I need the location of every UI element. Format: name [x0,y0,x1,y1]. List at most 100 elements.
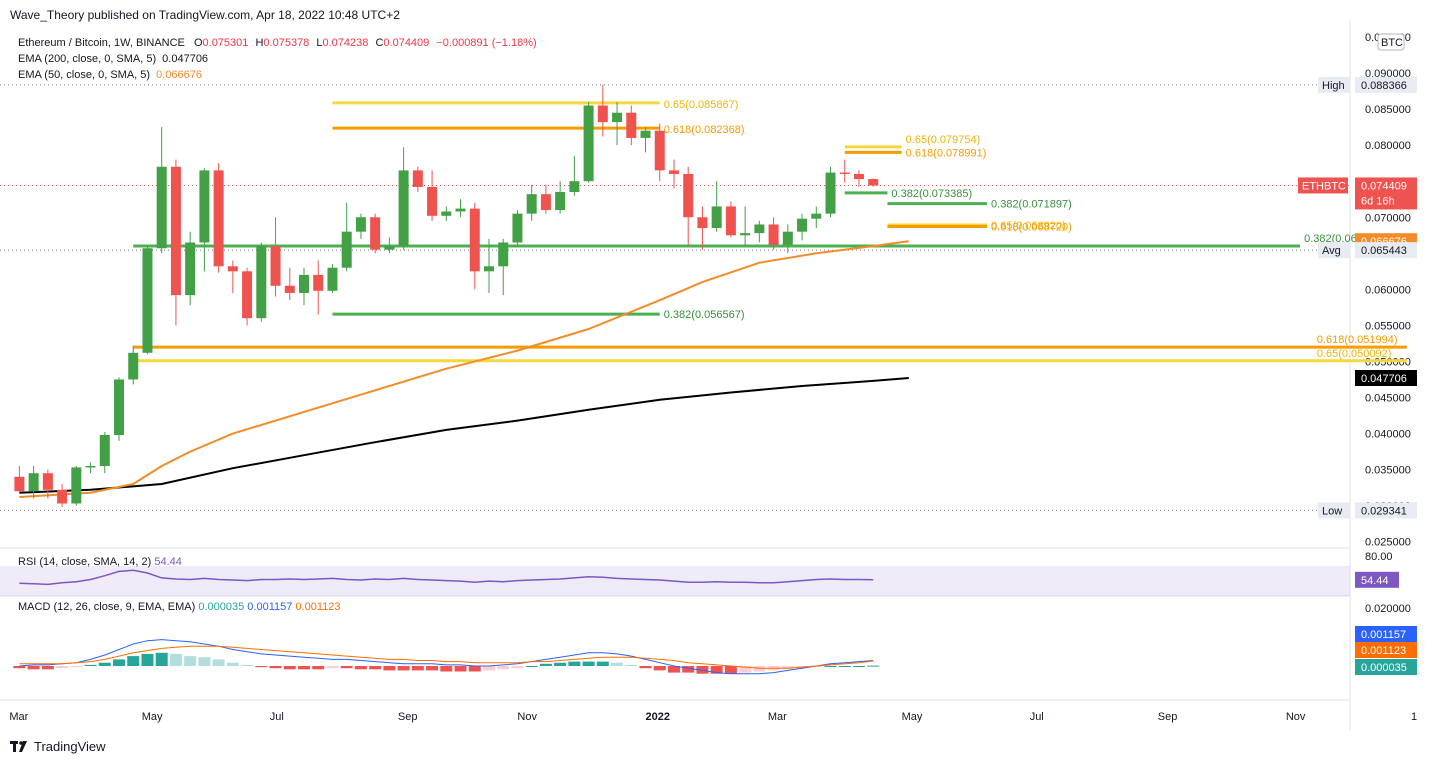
candle-body [284,285,295,293]
candle-body [71,467,82,504]
symbol-title[interactable]: Ethereum / Bitcoin, 1W, BINANCE [18,37,185,49]
macd-badge-value: 0.000035 [1361,662,1407,674]
candle-body [725,206,736,236]
unit-label: BTC [1381,37,1403,49]
candle-body [299,274,309,293]
macd-histogram-bar [340,666,353,669]
macd-histogram-bar [27,666,40,670]
close-label: C [375,37,384,49]
y-tick-label: 0.070000 [1365,212,1411,224]
macd-histogram-bar [852,666,865,667]
macd-histogram-bar [127,656,140,666]
signal-line [19,645,874,669]
symbol-badge [1298,177,1348,194]
macd-histogram-bar [682,666,695,673]
candle-body [768,224,779,245]
tradingview-logo[interactable]: TradingView [10,739,106,754]
candle-body [797,218,808,232]
fib-label: 0.618(0.078991) [906,147,987,159]
candle-body [227,266,238,272]
candle-body [811,213,822,219]
macd-histogram-bar [667,666,680,673]
ema50-row[interactable]: EMA (50, close, 0, SMA, 5) 0.066676 [18,67,541,83]
macd-legend[interactable]: MACD (12, 26, close, 9, EMA, EMA) 0.0000… [18,601,341,613]
macd-value-badge [1355,626,1417,642]
candle-body [839,172,850,174]
stat-value-badge [1355,76,1417,93]
macd-histogram-bar [312,666,325,670]
macd-histogram-bar [283,666,296,670]
macd-histogram-bar [497,666,510,670]
fib-label: 0.382(0.071897) [991,199,1072,211]
candle-body [740,233,751,236]
macd-hist-value: 0.000035 [198,601,245,613]
candle-body [156,166,167,249]
candle-body [526,194,537,214]
y-tick-label: 0.085000 [1365,104,1411,116]
candle-body [782,231,793,245]
symbol-badge-label: ETHBTC [1302,180,1346,192]
stat-value-badge [1355,242,1417,259]
fib-label: 0.618(0.068720) [991,221,1072,233]
x-tick-label: Nov [1286,711,1306,723]
candle-body [455,208,466,212]
candle-body [114,379,125,435]
stat-badge-label: High [1322,80,1345,92]
macd-histogram-bar [184,656,197,666]
rsi-badge-value: 54.44 [1361,575,1389,587]
y-tick-label: 0.025000 [1365,537,1411,549]
candle-body [355,217,366,232]
macd-histogram-bar [440,666,453,672]
fib-label: 0.382(0.073385) [891,188,972,200]
candle-body [597,105,608,123]
macd-histogram-bar [41,666,54,670]
macd-histogram-bar [468,666,481,672]
candle-body [654,130,665,171]
candle-body [242,271,253,319]
macd-histogram-bar [710,666,723,674]
last-price-value: 0.074409 [1361,180,1407,192]
candle-body [128,352,139,380]
candle-body [256,246,267,319]
candle-body [85,465,96,468]
macd-histogram-bar [84,664,97,666]
macd-histogram-bar [269,666,282,669]
macd-value-badge [1355,659,1417,675]
macd-histogram-bar [255,666,268,668]
macd-histogram-bar [141,653,154,666]
candle-body [868,179,879,186]
ema200-row[interactable]: EMA (200, close, 0, SMA, 5) 0.047706 [18,51,541,67]
x-tick-label: Sep [398,711,418,723]
rsi-legend[interactable]: RSI (14, close, SMA, 14, 2) 54.44 [18,556,182,568]
macd-histogram-bar [169,653,182,666]
candle-body [370,217,381,250]
macd-histogram-bar [810,666,823,668]
macd-signal-value: 0.001123 [295,601,341,613]
macd-badge-value: 0.001157 [1361,629,1406,641]
macd-value-badge [1355,642,1417,658]
candle-body [327,267,338,291]
macd-histogram-bar [70,666,83,668]
candle-body [57,489,68,504]
candle-body [612,112,623,123]
ema200-label: EMA (200, close, 0, SMA, 5) [18,53,157,65]
stat-badge [1318,242,1350,259]
y-tick-label: 0.035000 [1365,465,1411,477]
macd-label: MACD (12, 26, close, 9, EMA, EMA) [18,601,196,613]
candle-body [341,231,352,268]
candle-body [441,211,452,216]
x-tick-label: 1 [1411,711,1417,723]
unit-badge [1377,33,1405,51]
macd-histogram-bar [482,666,495,671]
stat-badge [1318,76,1350,93]
macd-histogram-bar [582,661,595,666]
fib-label: 0.65(0.085867) [664,99,739,111]
open-value: 0.075301 [202,37,249,49]
macd-histogram-bar [298,666,310,670]
countdown: 6d 16h [1361,195,1395,207]
candle-body [398,170,409,247]
macd-histogram-bar [226,662,239,666]
low-label: L [316,37,323,49]
stat-badge [1318,502,1350,519]
